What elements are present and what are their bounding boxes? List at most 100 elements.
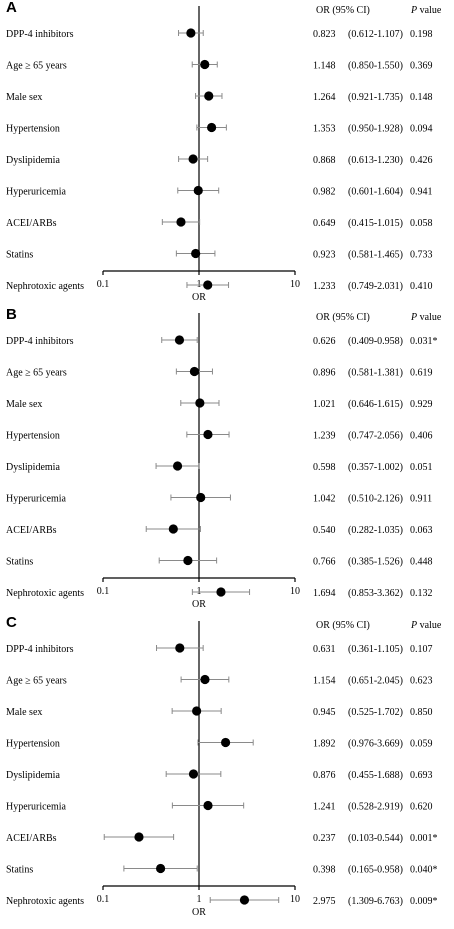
or-value: 1.148 bbox=[313, 61, 336, 72]
p-value: 0.733 bbox=[410, 250, 433, 261]
panel-letter: A bbox=[6, 0, 17, 16]
or-point bbox=[134, 832, 144, 842]
or-value: 1.353 bbox=[313, 124, 336, 135]
ci-value: (0.409-0.958) bbox=[348, 336, 403, 347]
p-value-header: P value bbox=[410, 312, 442, 323]
or-ci-header: OR (95% CI) bbox=[316, 620, 370, 631]
ci-value: (0.165-0.958) bbox=[348, 865, 403, 876]
or-point bbox=[192, 706, 202, 716]
row-label: Male sex bbox=[6, 92, 42, 103]
row-label: Dyslipidemia bbox=[6, 462, 60, 473]
or-point bbox=[191, 248, 201, 259]
row-label: Nephrotoxic agents bbox=[6, 588, 84, 599]
or-value: 1.892 bbox=[313, 739, 336, 750]
p-value: 0.063 bbox=[410, 525, 433, 536]
ci-value: (0.976-3.669) bbox=[348, 739, 403, 750]
x-tick-label: 10 bbox=[290, 894, 300, 905]
forest-panel-c: C OR (95% CI) P value 0.1 1 10 OR DPP-4 inhibit… bbox=[6, 614, 442, 918]
ci-value: (0.415-1.015) bbox=[348, 218, 403, 229]
or-point bbox=[176, 217, 186, 227]
p-value-header-italic: P bbox=[410, 5, 417, 16]
row-label: Hypertension bbox=[6, 431, 60, 442]
row-label: Hyperuricemia bbox=[6, 494, 67, 505]
x-axis-label: OR bbox=[192, 907, 206, 918]
or-value: 0.540 bbox=[313, 525, 336, 536]
ci-value: (0.510-2.126) bbox=[348, 494, 403, 505]
p-value: 0.623 bbox=[410, 676, 433, 687]
ci-value: (0.950-1.928) bbox=[348, 124, 403, 135]
or-value: 1.264 bbox=[313, 92, 336, 103]
p-value-header-rest: value bbox=[417, 620, 442, 631]
or-value: 0.982 bbox=[313, 187, 336, 198]
panel-letter: B bbox=[6, 306, 17, 323]
ci-value: (0.749-2.031) bbox=[348, 281, 403, 292]
ci-value: (0.601-1.604) bbox=[348, 187, 403, 198]
row-label: Hyperuricemia bbox=[6, 187, 67, 198]
or-value: 1.241 bbox=[313, 802, 336, 813]
row-label: ACEI/ARBs bbox=[6, 833, 57, 844]
p-value-header-rest: value bbox=[417, 5, 442, 16]
or-point bbox=[174, 335, 185, 345]
ci-value: (0.525-1.702) bbox=[348, 707, 403, 718]
p-value: 0.911 bbox=[410, 494, 432, 505]
or-value: 0.876 bbox=[313, 770, 336, 781]
or-point bbox=[188, 769, 199, 779]
or-value: 1.021 bbox=[313, 399, 336, 410]
row-label: Dyslipidemia bbox=[6, 770, 60, 781]
p-value: 0.148 bbox=[410, 92, 433, 103]
p-value: 0.941 bbox=[410, 187, 433, 198]
p-value: 0.929 bbox=[410, 399, 433, 410]
p-value: 0.693 bbox=[410, 770, 433, 781]
ci-value: (0.646-1.615) bbox=[348, 399, 403, 410]
or-point bbox=[203, 429, 213, 440]
ci-value: (0.528-2.919) bbox=[348, 802, 403, 813]
p-value: 0.040* bbox=[410, 865, 438, 876]
p-value-header: P value bbox=[410, 5, 442, 16]
p-value: 0.001* bbox=[410, 833, 438, 844]
or-value: 0.766 bbox=[313, 557, 336, 568]
p-value: 0.369 bbox=[410, 61, 433, 72]
p-value: 0.406 bbox=[410, 431, 433, 442]
ci-value: (0.581-1.381) bbox=[348, 368, 403, 379]
row-label: Hypertension bbox=[6, 739, 60, 750]
or-point bbox=[195, 398, 205, 408]
ci-value: (0.357-1.002) bbox=[348, 462, 403, 473]
p-value: 0.410 bbox=[410, 281, 433, 292]
p-value-header-italic: P bbox=[410, 620, 417, 631]
or-value: 2.975 bbox=[313, 896, 336, 907]
x-axis-label: OR bbox=[192, 599, 206, 610]
or-point bbox=[172, 461, 183, 471]
ci-value: (0.361-1.105) bbox=[348, 644, 403, 655]
p-value: 0.094 bbox=[410, 124, 433, 135]
or-point bbox=[175, 643, 185, 653]
p-value-header-rest: value bbox=[417, 312, 442, 323]
or-value: 0.868 bbox=[313, 155, 336, 166]
ci-value: (0.282-1.035) bbox=[348, 525, 403, 536]
or-point bbox=[189, 366, 200, 377]
row-label: Hyperuricemia bbox=[6, 802, 67, 813]
or-point bbox=[193, 185, 203, 196]
or-point bbox=[168, 524, 178, 534]
p-value: 0.051 bbox=[410, 462, 433, 473]
p-value: 0.059 bbox=[410, 739, 433, 750]
x-tick-label: 1 bbox=[197, 894, 202, 905]
or-point bbox=[239, 895, 250, 905]
x-tick-label: 0.1 bbox=[97, 894, 110, 905]
p-value: 0.426 bbox=[410, 155, 433, 166]
row-label: Male sex bbox=[6, 707, 42, 718]
or-point bbox=[183, 555, 193, 566]
or-ci-header: OR (95% CI) bbox=[316, 5, 370, 16]
p-value: 0.850 bbox=[410, 707, 433, 718]
or-value: 1.694 bbox=[313, 588, 336, 599]
row-label: Statins bbox=[6, 865, 33, 876]
or-point bbox=[216, 587, 226, 597]
panel-letter: C bbox=[6, 614, 17, 631]
ci-value: (0.853-3.362) bbox=[348, 588, 403, 599]
or-point bbox=[207, 122, 217, 133]
or-point bbox=[203, 280, 213, 290]
or-value: 0.923 bbox=[313, 250, 336, 261]
or-point bbox=[200, 59, 210, 70]
ci-value: (0.613-1.230) bbox=[348, 155, 403, 166]
ci-value: (1.309-6.763) bbox=[348, 896, 403, 907]
